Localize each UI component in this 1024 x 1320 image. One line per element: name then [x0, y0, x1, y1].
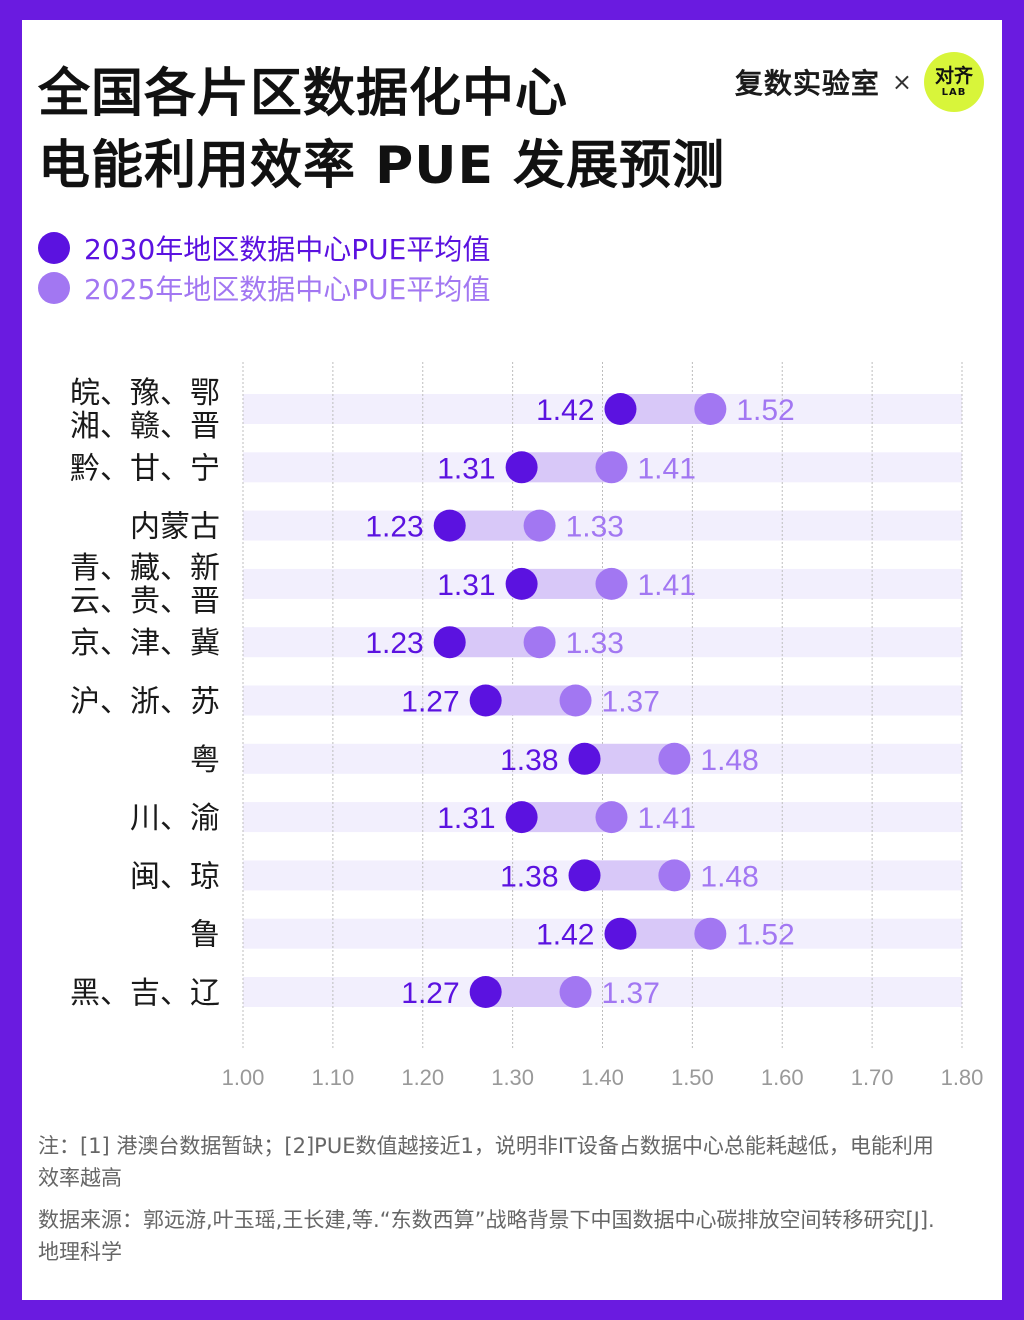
category-label: 粤 — [190, 743, 220, 778]
value-label-2025: 1.37 — [602, 686, 660, 719]
legend: 2030年地区数据中心PUE平均值 2025年地区数据中心PUE平均值 — [38, 228, 490, 308]
brand: 复数实验室 × 对齐 LAB — [735, 50, 984, 114]
x-tick-label: 1.40 — [581, 1065, 624, 1090]
point-2025 — [523, 626, 556, 659]
point-2030 — [469, 976, 502, 1008]
value-label-2025: 1.41 — [637, 569, 695, 602]
value-label-2030: 1.31 — [437, 802, 495, 835]
value-label-2030: 1.42 — [536, 919, 594, 952]
legend-label-2025: 2025年地区数据中心PUE平均值 — [84, 273, 491, 306]
point-2025 — [559, 976, 592, 1008]
value-label-2025: 1.41 — [637, 452, 695, 485]
value-label-2030: 1.23 — [365, 627, 423, 660]
x-tick-label: 1.60 — [761, 1065, 804, 1090]
category-label: 黔、甘、宁 — [70, 451, 220, 486]
x-tick-label: 1.20 — [401, 1065, 444, 1090]
dumbbell-chart: 1.00 1.10 1.20 1.30 1.40 1.50 1.60 1.70 1.80 皖、豫、… — [70, 362, 984, 1090]
x-tick-label: 1.70 — [851, 1065, 894, 1090]
legend-item-2025: 2025年地区数据中心PUE平均值 — [38, 268, 490, 308]
legend-dot-2030 — [38, 232, 70, 264]
brand-logo-sub: LAB — [941, 86, 967, 98]
category-label: 闽、琼 — [130, 859, 220, 894]
value-label-2025: 1.33 — [566, 627, 624, 660]
x-tick-label: 1.30 — [491, 1065, 534, 1090]
point-2025 — [595, 567, 628, 600]
value-label-2025: 1.37 — [602, 977, 660, 1010]
value-label-2030: 1.42 — [536, 394, 594, 427]
category-label: 京、津、冀 — [70, 626, 220, 661]
value-label-2025: 1.48 — [700, 860, 758, 893]
point-2025 — [559, 684, 592, 717]
brand-logo-text: 对齐 — [934, 64, 973, 87]
value-label-2025: 1.52 — [736, 394, 794, 427]
category-label: 云、贵、晋 — [70, 584, 220, 619]
value-label-2030: 1.27 — [401, 977, 459, 1010]
x-tick-label: 1.10 — [311, 1065, 354, 1090]
brand-times: × — [891, 68, 912, 96]
value-label-2030: 1.31 — [437, 569, 495, 602]
legend-dot-2025 — [38, 272, 70, 304]
value-label-2025: 1.52 — [736, 919, 794, 952]
category-label: 内蒙古 — [130, 510, 220, 545]
chart-title: 全国各片区数据化中心 电能利用效率 PUE 发展预测 — [38, 58, 725, 202]
category-label: 青、藏、新 — [70, 551, 220, 586]
category-label: 鲁 — [190, 918, 220, 953]
note-text: 注：[1] 港澳台数据暂缺；[2]PUE数值越接近1，说明非IT设备占数据中心总… — [38, 1134, 934, 1190]
point-2030 — [505, 801, 538, 834]
brand-logo: 对齐 LAB — [924, 52, 984, 112]
notes: 注：[1] 港澳台数据暂缺；[2]PUE数值越接近1，说明非IT设备占数据中心总… — [38, 1130, 950, 1278]
point-2030 — [433, 626, 466, 659]
point-2030 — [505, 451, 538, 484]
point-2030 — [469, 684, 502, 717]
legend-item-2030: 2030年地区数据中心PUE平均值 — [38, 228, 490, 268]
x-tick-label: 1.00 — [222, 1065, 265, 1090]
point-2030 — [604, 917, 637, 950]
category-label: 湘、赣、晋 — [70, 409, 220, 444]
brand-name: 复数实验室 — [734, 67, 880, 100]
title-line-2: 电能利用效率 PUE 发展预测 — [38, 136, 726, 196]
value-label-2025: 1.41 — [637, 802, 695, 835]
point-2025 — [658, 859, 691, 892]
category-label: 沪、浙、苏 — [70, 685, 220, 720]
point-2025 — [694, 393, 727, 425]
category-label: 川、渝 — [130, 801, 220, 836]
value-label-2030: 1.27 — [401, 686, 459, 719]
value-label-2030: 1.38 — [500, 860, 558, 893]
point-2030 — [505, 567, 538, 600]
point-2030 — [568, 742, 601, 775]
value-label-2030: 1.23 — [365, 511, 423, 544]
point-2025 — [658, 742, 691, 775]
point-2025 — [595, 451, 628, 484]
value-label-2025: 1.33 — [566, 511, 624, 544]
source-text: 数据来源：郭远游,叶玉瑶,王长建,等.“东数西算”战略背景下中国数据中心碳排放空… — [38, 1208, 935, 1264]
card — [22, 20, 1002, 1300]
point-2030 — [568, 859, 601, 892]
title-line-1: 全国各片区数据化中心 — [38, 64, 569, 124]
value-label-2030: 1.38 — [500, 744, 558, 777]
value-label-2025: 1.48 — [700, 744, 758, 777]
point-2025 — [694, 917, 727, 950]
point-2030 — [604, 393, 637, 425]
legend-label-2030: 2030年地区数据中心PUE平均值 — [84, 233, 491, 266]
point-2025 — [523, 509, 556, 542]
value-label-2030: 1.31 — [437, 452, 495, 485]
category-label: 黑、吉、辽 — [70, 976, 220, 1011]
point-2025 — [595, 801, 628, 834]
x-tick-label: 1.50 — [671, 1065, 714, 1090]
category-label: 皖、豫、鄂 — [70, 376, 220, 411]
x-tick-label: 1.80 — [941, 1065, 984, 1090]
point-2030 — [433, 509, 466, 542]
